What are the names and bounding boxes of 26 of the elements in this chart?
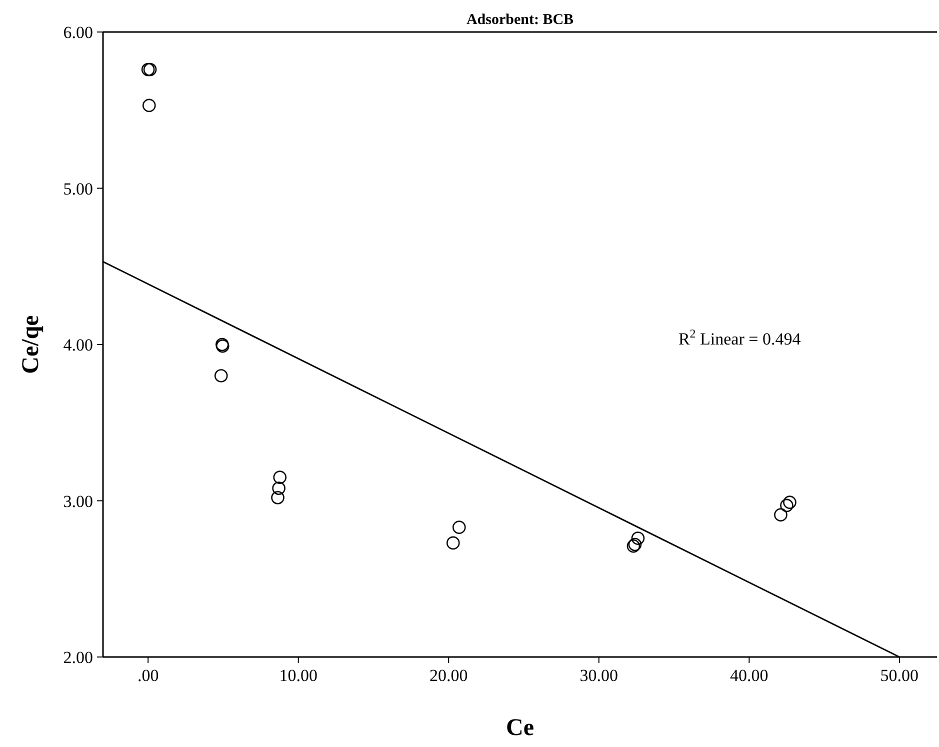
y-tick-label: 2.00 <box>63 648 93 667</box>
point <box>780 498 794 512</box>
point <box>273 470 287 484</box>
x-tick-label: 20.00 <box>429 666 468 685</box>
x-tick-label: 30.00 <box>580 666 618 685</box>
point <box>271 490 284 504</box>
point <box>272 482 286 495</box>
annotation: R$^{2}$ Linear = 0.494 <box>678 326 802 348</box>
x-tick-label: 40.00 <box>730 666 768 685</box>
x-tick-label: 10.00 <box>279 666 318 685</box>
chart-title: Adsorbent: BCB <box>466 12 574 28</box>
y-tick-label: 5.00 <box>63 179 93 198</box>
y-tick-label: 4.00 <box>63 336 93 354</box>
point <box>783 496 796 509</box>
y-tick-label: 6.00 <box>63 23 93 42</box>
point <box>631 532 645 545</box>
point <box>452 520 466 534</box>
x-tick-label: .00 <box>137 666 159 685</box>
y-tick-label: 3.00 <box>63 492 93 511</box>
point <box>774 508 788 522</box>
x-tick-label: 50.00 <box>880 666 919 685</box>
y-axis-title: Ce/qe <box>18 314 44 374</box>
x-axis-title: Ce <box>506 715 534 741</box>
point <box>214 369 228 382</box>
point <box>446 536 460 550</box>
point <box>142 98 156 112</box>
